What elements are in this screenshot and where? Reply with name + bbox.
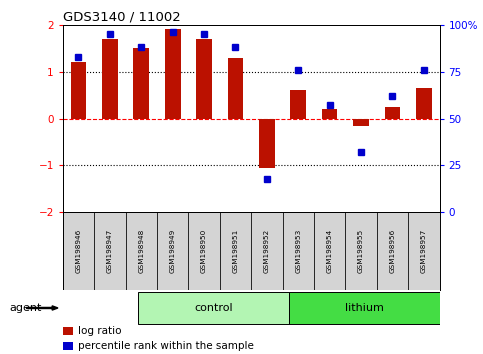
Bar [94,212,126,290]
Text: lithium: lithium [345,303,384,313]
Bar [283,212,314,290]
Bar [314,212,345,290]
Text: GSM198953: GSM198953 [295,229,301,273]
Bar [133,48,149,119]
Bar [63,212,94,290]
Bar [138,292,289,324]
Bar [227,58,243,119]
Bar [71,62,86,119]
Text: GSM198956: GSM198956 [389,229,396,273]
Bar [220,212,251,290]
Bar [289,292,440,324]
Text: agent: agent [10,303,42,313]
Text: GSM198951: GSM198951 [232,229,239,273]
Bar [196,39,212,119]
Text: GSM198954: GSM198954 [327,229,333,273]
Bar [259,119,275,168]
Bar [416,88,432,119]
Bar [353,119,369,126]
Text: GSM198952: GSM198952 [264,229,270,273]
Bar [102,39,118,119]
Bar [290,90,306,119]
Text: GSM198949: GSM198949 [170,229,176,273]
Text: control: control [194,303,233,313]
Bar [377,212,408,290]
Text: GSM198948: GSM198948 [138,229,144,273]
Bar [384,107,400,119]
Text: GDS3140 / 11002: GDS3140 / 11002 [63,11,181,24]
Text: GSM198946: GSM198946 [75,229,82,273]
Bar [63,327,73,335]
Bar [63,342,73,350]
Bar [188,212,220,290]
Bar [345,212,377,290]
Text: GSM198957: GSM198957 [421,229,427,273]
Bar [322,109,338,119]
Bar [165,29,181,119]
Bar [251,212,283,290]
Text: log ratio: log ratio [78,326,121,336]
Text: GSM198950: GSM198950 [201,229,207,273]
Bar [126,212,157,290]
Bar [157,212,188,290]
Text: GSM198947: GSM198947 [107,229,113,273]
Text: GSM198955: GSM198955 [358,229,364,273]
Bar [408,212,440,290]
Text: percentile rank within the sample: percentile rank within the sample [78,341,254,352]
